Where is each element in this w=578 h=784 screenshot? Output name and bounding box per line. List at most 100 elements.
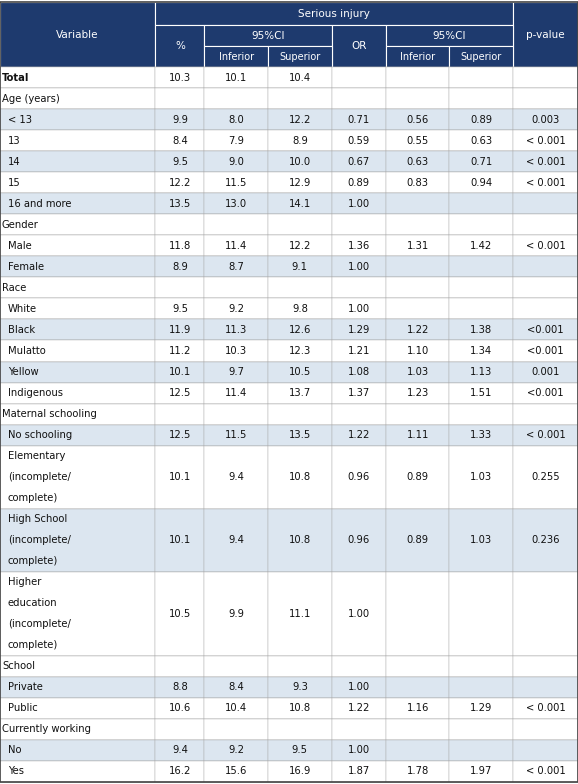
Bar (268, 109, 332, 130)
Bar (450, 761, 513, 782)
Text: Female: Female (8, 262, 44, 272)
Bar (0, 340, 578, 361)
Text: 13.7: 13.7 (289, 388, 311, 398)
Text: < 0.001: < 0.001 (525, 178, 565, 188)
Bar (268, 340, 332, 361)
Bar (386, 761, 450, 782)
Text: 0.003: 0.003 (531, 114, 560, 125)
Bar (155, 278, 205, 299)
Text: 8.0: 8.0 (228, 114, 244, 125)
Text: 1.36: 1.36 (347, 241, 370, 251)
Text: 0.63: 0.63 (406, 157, 429, 167)
Bar (155, 172, 205, 194)
Text: 10.0: 10.0 (289, 157, 311, 167)
Bar (0, 719, 578, 740)
Text: 1.00: 1.00 (347, 199, 370, 209)
Bar (513, 656, 578, 677)
Bar (513, 383, 578, 404)
Bar (268, 151, 332, 172)
Bar (332, 404, 386, 425)
Bar (386, 425, 450, 445)
Bar (0, 361, 155, 383)
Bar (513, 2, 578, 67)
Bar (0, 194, 578, 214)
Bar (513, 677, 578, 698)
Bar (332, 698, 386, 719)
Bar (450, 194, 513, 214)
Text: High School: High School (8, 514, 67, 524)
Bar (332, 151, 386, 172)
Text: 0.55: 0.55 (406, 136, 429, 146)
Text: 1.33: 1.33 (470, 430, 492, 440)
Bar (513, 151, 578, 172)
Bar (0, 740, 578, 761)
Bar (332, 572, 386, 656)
Text: 9.7: 9.7 (228, 367, 244, 377)
Bar (386, 194, 450, 214)
Bar (332, 761, 386, 782)
Bar (155, 130, 205, 151)
Text: 10.1: 10.1 (169, 367, 191, 377)
Bar (0, 445, 155, 509)
Bar (205, 299, 268, 319)
Bar (155, 383, 205, 404)
Text: 1.03: 1.03 (470, 472, 492, 482)
Text: 12.9: 12.9 (288, 178, 311, 188)
Bar (513, 88, 578, 109)
Text: 11.5: 11.5 (225, 430, 247, 440)
Text: 10.1: 10.1 (225, 73, 247, 82)
Text: Inferior: Inferior (218, 52, 254, 62)
Bar (450, 425, 513, 445)
Bar (268, 719, 332, 740)
Text: Gender: Gender (2, 220, 39, 230)
Bar (450, 278, 513, 299)
Text: p-value: p-value (526, 30, 565, 39)
Bar (450, 151, 513, 172)
Bar (0, 109, 578, 130)
Text: 10.5: 10.5 (289, 367, 311, 377)
Bar (0, 299, 578, 319)
Text: Private: Private (8, 682, 43, 692)
Bar (155, 509, 205, 572)
Bar (450, 109, 513, 130)
Bar (155, 25, 205, 67)
Text: 1.21: 1.21 (347, 346, 370, 356)
Text: 9.8: 9.8 (292, 304, 307, 314)
Bar (386, 340, 450, 361)
Bar (513, 319, 578, 340)
Text: 1.29: 1.29 (347, 325, 370, 335)
Text: Age (years): Age (years) (2, 94, 60, 103)
Text: Total: Total (2, 73, 29, 82)
Text: 11.1: 11.1 (288, 609, 311, 619)
Text: 11.9: 11.9 (169, 325, 191, 335)
Text: 1.11: 1.11 (406, 430, 429, 440)
Text: Male: Male (8, 241, 32, 251)
Text: White: White (8, 304, 37, 314)
Bar (513, 698, 578, 719)
Bar (332, 214, 386, 235)
Bar (0, 88, 578, 109)
Text: 0.96: 0.96 (347, 472, 370, 482)
Bar (332, 740, 386, 761)
Bar (0, 404, 578, 425)
Bar (450, 383, 513, 404)
Bar (332, 719, 386, 740)
Bar (450, 88, 513, 109)
Bar (155, 214, 205, 235)
Bar (155, 235, 205, 256)
Bar (386, 214, 450, 235)
Text: 12.2: 12.2 (169, 178, 191, 188)
Text: 1.23: 1.23 (406, 388, 429, 398)
Text: < 0.001: < 0.001 (525, 703, 565, 713)
Text: Inferior: Inferior (400, 52, 435, 62)
Bar (155, 151, 205, 172)
Bar (268, 130, 332, 151)
Bar (332, 340, 386, 361)
Bar (450, 719, 513, 740)
Bar (332, 509, 386, 572)
Bar (0, 656, 578, 677)
Bar (268, 698, 332, 719)
Bar (332, 130, 386, 151)
Text: 0.71: 0.71 (470, 157, 492, 167)
Bar (205, 656, 268, 677)
